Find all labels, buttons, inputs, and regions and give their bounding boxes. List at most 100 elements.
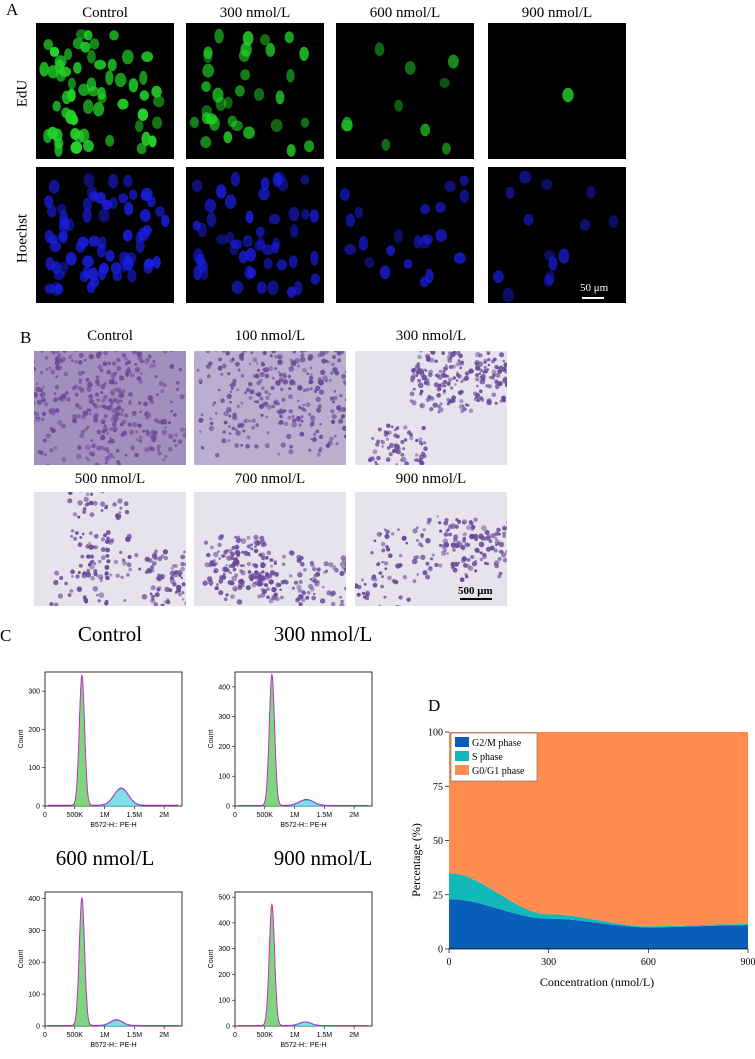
cell [365, 596, 369, 601]
cell [159, 574, 164, 579]
cell [179, 394, 185, 400]
y-tick-label: 300 [218, 946, 230, 953]
nucleus [64, 48, 73, 60]
nucleus [77, 236, 89, 248]
cell [217, 550, 220, 553]
cell [252, 357, 258, 363]
nucleus [206, 212, 217, 228]
cell [217, 357, 222, 362]
cell [490, 533, 496, 539]
nucleus [258, 187, 270, 201]
cell [485, 546, 492, 552]
cell [206, 374, 211, 379]
cell [101, 398, 106, 403]
cell [402, 575, 407, 580]
cell [208, 361, 213, 366]
nucleus [444, 180, 456, 192]
cell [255, 392, 259, 396]
nucleus [83, 140, 94, 152]
cell [81, 429, 85, 434]
cell [475, 373, 479, 378]
cell [422, 528, 426, 532]
cell [289, 550, 295, 556]
cell [81, 387, 85, 391]
hoechst-image-600 [336, 167, 474, 303]
cell [74, 392, 79, 397]
cell [160, 419, 166, 425]
panel-a-col-title: Control [82, 5, 128, 21]
cell [448, 532, 452, 537]
cell [328, 562, 334, 568]
cell [479, 368, 483, 373]
cell [410, 378, 415, 383]
cell [132, 421, 138, 428]
cell [303, 568, 307, 572]
cell [237, 585, 243, 590]
cell [494, 537, 498, 541]
nucleus [58, 230, 68, 242]
cell [466, 525, 471, 530]
cell [502, 359, 505, 363]
cell [220, 372, 224, 376]
cell [390, 532, 395, 536]
cell [76, 453, 82, 460]
cell [499, 550, 504, 554]
cell [266, 404, 272, 410]
x-tick-label: 500K [67, 812, 84, 819]
cell [240, 401, 244, 405]
area-s-phase [449, 873, 748, 928]
cell [311, 595, 316, 601]
cell [263, 367, 269, 373]
cell [156, 586, 162, 591]
cell [65, 391, 69, 395]
cell [444, 518, 449, 522]
cell [461, 519, 468, 525]
hoechst-image-900 [488, 167, 626, 303]
cell [77, 386, 83, 391]
flow-title: 600 nmol/L [55, 846, 155, 870]
cell [268, 579, 274, 585]
cell [495, 366, 499, 370]
cell [241, 584, 245, 588]
nucleus [558, 248, 570, 264]
cell [332, 355, 336, 360]
g1-peak [261, 674, 283, 807]
cell [162, 458, 166, 462]
cell [255, 423, 259, 427]
cell [199, 381, 203, 385]
nucleus [189, 116, 199, 128]
cell [451, 364, 456, 369]
cell [283, 421, 289, 427]
y-tick-label: 75 [433, 782, 443, 793]
cell [291, 421, 297, 428]
cell [105, 547, 110, 553]
cell [390, 425, 394, 429]
cell [200, 446, 205, 450]
cell [174, 443, 178, 448]
cell [131, 351, 138, 355]
nucleus [137, 108, 149, 121]
cell [158, 381, 164, 386]
cell [239, 353, 244, 359]
cell-cycle-area-chart: Percentage (%) Concentration (nmol/L) 0 2… [409, 728, 755, 990]
nucleus [123, 202, 134, 216]
cell [90, 452, 96, 457]
cell [300, 407, 305, 411]
cell [259, 371, 265, 377]
cell [385, 431, 390, 435]
x-tick-label: 500K [67, 1032, 84, 1039]
cell [265, 573, 269, 578]
cell [121, 419, 127, 425]
nucleus [286, 144, 296, 157]
cell [423, 446, 428, 451]
cell [105, 554, 110, 558]
cell [48, 411, 52, 414]
cell [111, 408, 117, 414]
cell [365, 592, 370, 597]
cell [180, 576, 184, 580]
cell [298, 579, 303, 585]
legend-label: G0/G1 phase [472, 766, 525, 777]
cell [182, 432, 186, 438]
cell [421, 426, 426, 431]
cell [411, 373, 417, 378]
